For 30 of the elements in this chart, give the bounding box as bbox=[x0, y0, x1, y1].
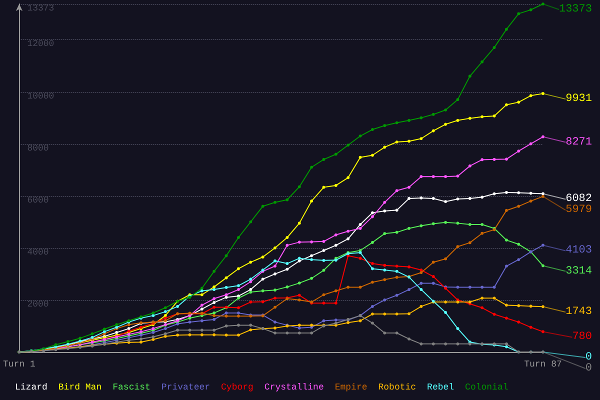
text: Rebel bbox=[427, 382, 454, 392]
y-tick-label: 4000 bbox=[27, 247, 49, 258]
y-tick-label: 8000 bbox=[27, 143, 49, 154]
text: Crystalline bbox=[264, 382, 324, 392]
data-label: 3314 bbox=[566, 265, 592, 278]
data-label: 13373 bbox=[558, 4, 592, 16]
x-tick-label: Turn 1 bbox=[3, 360, 36, 370]
data-label: 0 bbox=[585, 362, 592, 374]
text: Lizard bbox=[15, 382, 48, 392]
y-tick-label: 12000 bbox=[27, 39, 54, 50]
data-label: 1743 bbox=[566, 306, 592, 318]
text: Privateer bbox=[161, 382, 210, 392]
text: Fascist bbox=[112, 382, 150, 392]
data-label: 5979 bbox=[566, 204, 592, 216]
data-label: 780 bbox=[572, 331, 592, 344]
text: Empire bbox=[334, 382, 368, 392]
y-tick-label: 13373 bbox=[27, 4, 54, 14]
text: Robotic bbox=[378, 382, 416, 392]
text: Cyborg bbox=[221, 382, 254, 392]
y-tick-label: 6000 bbox=[27, 195, 49, 206]
text: Bird Man bbox=[58, 382, 102, 392]
data-label: 8271 bbox=[566, 136, 592, 148]
data-label: 6082 bbox=[566, 193, 592, 206]
data-label: 4103 bbox=[566, 244, 592, 257]
data-label: 0 bbox=[585, 352, 592, 364]
data-label: 9931 bbox=[566, 93, 592, 106]
y-tick-label: 10000 bbox=[27, 91, 54, 102]
y-tick-label: 2000 bbox=[27, 299, 49, 310]
x-tick-label: Turn 87 bbox=[524, 360, 562, 370]
text: Colonial bbox=[465, 382, 508, 392]
